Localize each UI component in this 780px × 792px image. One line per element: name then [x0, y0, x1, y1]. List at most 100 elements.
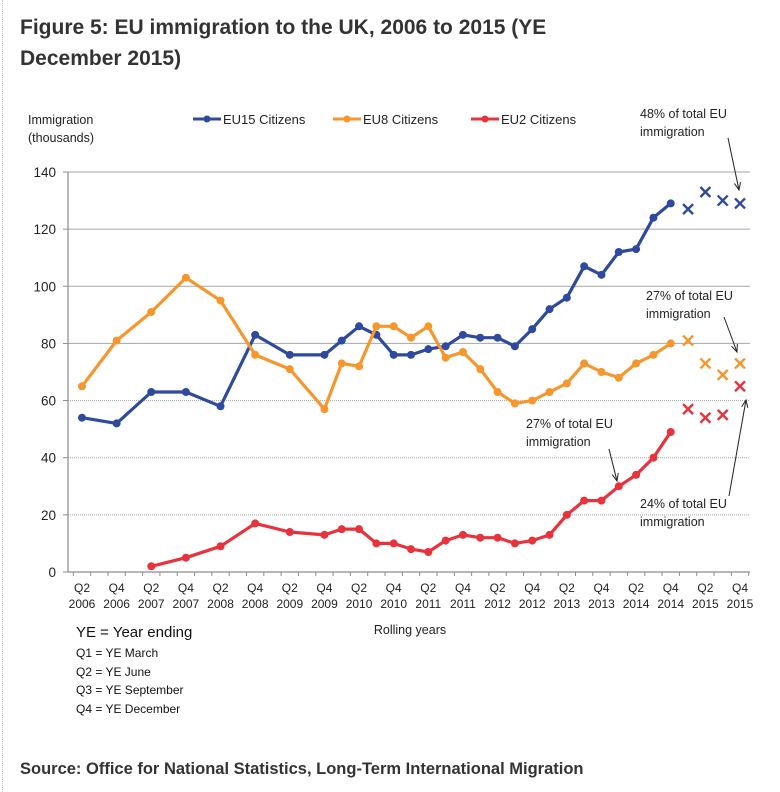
data-point-eu15 — [649, 213, 658, 222]
provisional-marker-eu2 — [699, 411, 712, 424]
data-point-eu2 — [458, 530, 467, 539]
y-axis-title: Immigration (thousands) — [28, 113, 94, 145]
data-point-eu8 — [441, 353, 450, 362]
data-point-eu2 — [562, 510, 571, 519]
annotation-arrow — [723, 316, 738, 353]
x-tick-label-year: 2006 — [69, 597, 96, 611]
data-point-eu15 — [337, 336, 346, 345]
figure-title: Figure 5: EU immigration to the UK, 2006… — [20, 16, 547, 70]
legend-marker-eu2 — [481, 115, 489, 123]
data-point-eu15 — [632, 245, 641, 254]
data-point-eu15 — [112, 419, 121, 428]
data-point-eu8 — [407, 333, 415, 342]
gridlines — [68, 171, 750, 516]
annotation-text: 27% of total EU — [526, 417, 613, 431]
notes: YE = Year ending Q1 = YE March Q2 = YE J… — [76, 624, 192, 718]
arrow-head-icon — [734, 182, 742, 192]
data-point-eu8 — [147, 308, 156, 316]
legend: EU15 Citizens EU8 Citizens EU2 Citizens — [193, 112, 577, 127]
series-eu8 — [78, 273, 746, 414]
data-point-eu2 — [510, 539, 519, 548]
x-tick-label-quarter: Q2 — [697, 581, 713, 595]
x-tick-label-year: 2014 — [657, 597, 684, 611]
series-eu2 — [147, 380, 746, 571]
page-border — [2, 0, 3, 792]
data-point-eu8 — [597, 368, 606, 376]
x-tick-label-year: 2011 — [450, 597, 476, 611]
data-point-eu15 — [476, 333, 485, 342]
annotation-eu2: 24% of total EU immigration — [640, 398, 749, 529]
provisional-marker-eu15 — [682, 203, 694, 215]
x-tick-label-year: 2015 — [692, 597, 719, 611]
arrow-head-icon — [731, 343, 738, 354]
provisional-marker-eu8 — [716, 369, 729, 381]
y-axis-title-line: (thousands) — [28, 131, 94, 145]
data-point-eu15 — [493, 333, 502, 342]
x-mark-stroke — [682, 334, 694, 347]
data-point-eu15 — [251, 330, 260, 339]
annotation-text: immigration — [640, 125, 705, 139]
data-point-eu15 — [458, 330, 467, 339]
data-point-eu2 — [407, 545, 415, 554]
data-point-eu8 — [649, 350, 658, 359]
data-point-eu15 — [562, 293, 571, 302]
data-point-eu15 — [545, 305, 554, 314]
x-mark-stroke — [699, 411, 712, 424]
x-tick-label-quarter: Q2 — [351, 581, 367, 595]
y-tick-label: 40 — [41, 451, 56, 466]
x-mark-stroke — [734, 380, 746, 393]
data-point-eu15 — [580, 262, 589, 271]
data-point-eu8 — [181, 273, 190, 282]
x-tick-label-year: 2009 — [276, 597, 303, 611]
x-tick-label-quarter: Q4 — [455, 581, 471, 595]
x-tick-label-year: 2012 — [519, 597, 546, 611]
note-q4: Q4 = YE December — [76, 701, 181, 716]
annotation-eu8: 27% of total EU immigration — [646, 289, 738, 354]
data-point-eu15 — [441, 342, 450, 351]
data-point-eu2 — [372, 539, 381, 548]
series-line-eu8 — [80, 276, 672, 411]
data-point-eu8 — [510, 399, 519, 408]
provisional-marker-eu8 — [699, 357, 712, 370]
annotation-text: 24% of total EU — [640, 497, 727, 511]
data-point-eu2 — [320, 530, 329, 539]
data-point-eu15 — [355, 322, 364, 331]
x-mark-stroke — [716, 194, 729, 207]
data-point-eu15 — [510, 342, 519, 351]
x-tick-label-year: 2010 — [346, 597, 373, 611]
annotation-arrow — [608, 448, 618, 482]
data-point-eu8 — [666, 339, 675, 348]
data-point-eu8 — [614, 373, 623, 382]
series-layer — [78, 186, 746, 571]
x-tick-label-quarter: Q2 — [282, 581, 298, 595]
x-mark-stroke — [734, 357, 746, 370]
data-point-eu8 — [458, 348, 467, 356]
provisional-marker-eu2 — [734, 380, 746, 393]
data-point-eu15 — [614, 248, 623, 256]
data-point-eu2 — [666, 428, 675, 436]
x-tick-label-quarter: Q4 — [663, 581, 679, 595]
x-tick-label-year: 2007 — [138, 597, 165, 611]
annotation-text: immigration — [640, 515, 705, 529]
axes: 0 20 40 60 80 100 120 140 Q2 2006 Q4 2006 Q2 2007 Q4 20… — [33, 165, 753, 611]
legend-label: EU8 Citizens — [363, 112, 439, 127]
data-point-eu2 — [545, 530, 554, 539]
data-point-eu8 — [337, 359, 346, 368]
legend-item-eu8: EU8 Citizens — [333, 112, 439, 127]
provisional-marker-eu8 — [682, 334, 694, 347]
note-q3: Q3 = YE September — [76, 683, 184, 697]
data-point-eu2 — [476, 533, 485, 542]
x-tick-label-quarter: Q4 — [178, 581, 194, 595]
x-tick-label-quarter: Q4 — [316, 581, 332, 595]
data-point-eu15 — [389, 350, 398, 359]
data-point-eu2 — [632, 470, 641, 479]
x-tick-label-quarter: Q2 — [74, 581, 90, 595]
provisional-marker-eu15 — [716, 194, 729, 207]
legend-label: EU2 Citizens — [501, 112, 577, 127]
data-point-eu2 — [181, 553, 190, 562]
x-tick-label-quarter: Q4 — [247, 581, 263, 595]
x-tick-label-year: 2012 — [484, 597, 511, 611]
x-tick-label-year: 2015 — [727, 597, 754, 611]
y-tick-label: 60 — [41, 394, 56, 409]
